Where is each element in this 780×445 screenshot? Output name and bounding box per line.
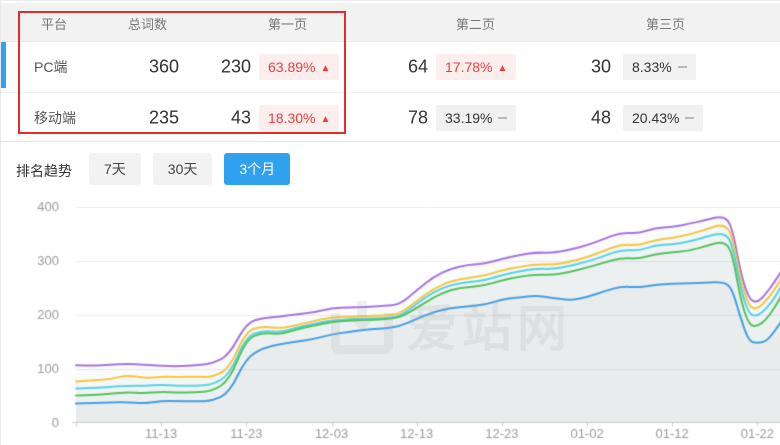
rank-trend-chart: 爱站网 [1, 196, 780, 445]
percent-value: 33.19% [445, 110, 493, 126]
total-words-value: 360 [148, 56, 179, 77]
platform-label: 移动端 [34, 110, 76, 126]
tab-3-months[interactable]: 3个月 [224, 153, 291, 185]
stats-header-row: 平台 总词数 第一页 第二页 第三页 [1, 3, 780, 41]
table-row-mobile[interactable]: 移动端 235 43 18.30% ▲ 78 33.19% 48 20.43% [1, 93, 780, 143]
section-divider [1, 141, 780, 142]
percent-value: 18.30% [268, 110, 316, 126]
flat-dash-icon [677, 66, 687, 68]
page2-percent-badge: 33.19% [436, 105, 517, 131]
trend-range-tabs: 7天 30天 3个月 [89, 153, 291, 185]
up-arrow-icon: ▲ [497, 63, 508, 74]
page1-count: 230 [220, 56, 251, 77]
row-divider [1, 92, 780, 93]
table-row-pc[interactable]: PC端 360 230 63.89% ▲ 64 17.78% ▲ 30 8.33% [1, 42, 780, 92]
trend-line-chart-canvas[interactable] [1, 196, 780, 445]
active-row-indicator [1, 42, 6, 88]
flat-dash-icon [685, 117, 695, 119]
col-header-page1: 第一页 [268, 17, 308, 32]
percent-value: 63.89% [268, 59, 316, 75]
page3-percent-badge: 20.43% [623, 105, 704, 131]
col-header-platform: 平台 [41, 17, 68, 32]
page1-percent-badge: 63.89% ▲ [259, 54, 340, 80]
percent-value: 20.43% [632, 110, 680, 126]
percent-value: 17.78% [445, 59, 493, 75]
trend-section-title: 排名趋势 [16, 163, 72, 179]
trend-toolbar: 排名趋势 7天 30天 3个月 [1, 142, 780, 196]
col-header-page2: 第二页 [456, 17, 496, 32]
tab-30-days[interactable]: 30天 [152, 153, 213, 185]
col-header-page3: 第三页 [646, 17, 686, 32]
page2-count: 64 [407, 56, 428, 77]
header-divider [1, 41, 780, 42]
page1-count: 43 [230, 107, 251, 128]
col-header-total-words: 总词数 [128, 17, 168, 32]
tab-7-days[interactable]: 7天 [89, 153, 141, 185]
up-arrow-icon: ▲ [320, 63, 331, 74]
page3-percent-badge: 8.33% [623, 54, 696, 80]
page2-percent-badge: 17.78% ▲ [436, 54, 517, 80]
page3-count: 48 [590, 107, 611, 128]
up-arrow-icon: ▲ [320, 114, 331, 125]
percent-value: 8.33% [632, 59, 672, 75]
page2-count: 78 [407, 107, 428, 128]
platform-label: PC端 [34, 59, 68, 75]
page1-percent-badge: 18.30% ▲ [259, 105, 340, 131]
total-words-value: 235 [148, 107, 179, 128]
flat-dash-icon [498, 117, 508, 119]
page3-count: 30 [590, 56, 611, 77]
